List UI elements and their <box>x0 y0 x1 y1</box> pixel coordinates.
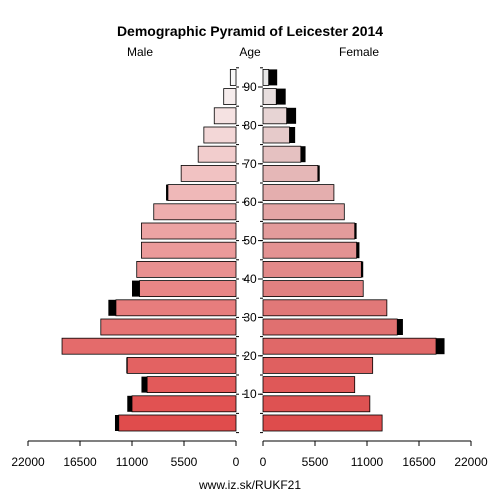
male-bar-50-54 <box>141 222 237 240</box>
bars-layer <box>61 69 445 432</box>
female-bar-40-44 <box>262 260 362 278</box>
male-bar-40-44 <box>136 260 237 278</box>
female-bar-70-74 <box>262 145 302 163</box>
x-tick-label-male: 16500 <box>63 455 97 469</box>
x-tick-label-male: 11000 <box>116 455 149 469</box>
female-bar-50-54 <box>262 222 356 240</box>
chart-title: Demographic Pyramid of Leicester 2014 <box>117 23 383 39</box>
male-bar-60-64 <box>167 184 237 202</box>
male-bar-90+ <box>229 69 237 86</box>
x-tick-label-female: 16500 <box>402 455 436 469</box>
female-bar-20-24 <box>262 337 437 355</box>
footer-url: www.iz.sk/RUKF21 <box>198 478 301 492</box>
male-bar-0-4 <box>118 414 237 432</box>
male-bar-85-89 <box>223 88 237 105</box>
age-tick-label: 50 <box>243 234 257 248</box>
female-bar-5-9 <box>262 395 371 413</box>
x-tick-label-female: 0 <box>260 455 267 469</box>
male-bar-15-19 <box>126 356 237 374</box>
male-bar-20-24 <box>61 337 237 355</box>
female-bar-45-49 <box>262 241 357 259</box>
female-bar-25-29 <box>262 318 398 336</box>
male-bar-70-74 <box>197 145 237 163</box>
female-bar-10-14 <box>262 376 356 394</box>
female-bar-75-79 <box>262 126 290 144</box>
female-bar-90+ <box>262 69 270 86</box>
age-tick-label: 30 <box>243 310 257 324</box>
male-bar-75-79 <box>203 126 237 144</box>
age-tick-label: 20 <box>243 349 257 363</box>
female-header: Female <box>339 45 379 59</box>
male-bar-10-14 <box>146 376 237 394</box>
male-bar-65-69 <box>180 164 237 182</box>
x-tick-label-female: 22000 <box>454 455 488 469</box>
male-bar-35-39 <box>139 280 237 298</box>
male-bar-55-59 <box>153 203 237 221</box>
male-bar-45-49 <box>141 241 237 259</box>
age-header: Age <box>239 45 261 59</box>
age-tick-label: 80 <box>243 118 257 132</box>
axes-layer: 10 20 30 40 50 60 70 80 90 22000 16500 11000 5500 0 0 5… <box>11 67 488 469</box>
female-bar-65-69 <box>262 164 319 182</box>
x-tick-label-male: 0 <box>233 455 240 469</box>
x-tick-label-female: 5500 <box>302 455 329 469</box>
male-bar-30-34 <box>115 299 237 317</box>
x-tick-label-female: 11000 <box>351 455 384 469</box>
male-bar-80-84 <box>213 107 237 125</box>
male-bar-5-9 <box>131 395 237 413</box>
female-bar-0-4 <box>262 414 383 432</box>
female-bar-60-64 <box>262 184 335 202</box>
x-tick-label-male: 5500 <box>171 455 198 469</box>
age-tick-label: 40 <box>243 272 257 286</box>
female-bar-85-89 <box>262 88 277 105</box>
female-bar-30-34 <box>262 299 388 317</box>
female-bar-15-19 <box>262 356 374 374</box>
age-tick-label: 90 <box>243 80 257 94</box>
male-bar-25-29 <box>100 318 237 336</box>
female-bar-80-84 <box>262 107 288 125</box>
age-tick-label: 60 <box>243 195 257 209</box>
age-tick-label: 70 <box>243 157 257 171</box>
female-bar-55-59 <box>262 203 345 221</box>
male-header: Male <box>127 45 153 59</box>
female-bar-35-39 <box>262 280 364 298</box>
x-tick-label-male: 22000 <box>11 455 45 469</box>
age-tick-label: 10 <box>243 387 257 401</box>
